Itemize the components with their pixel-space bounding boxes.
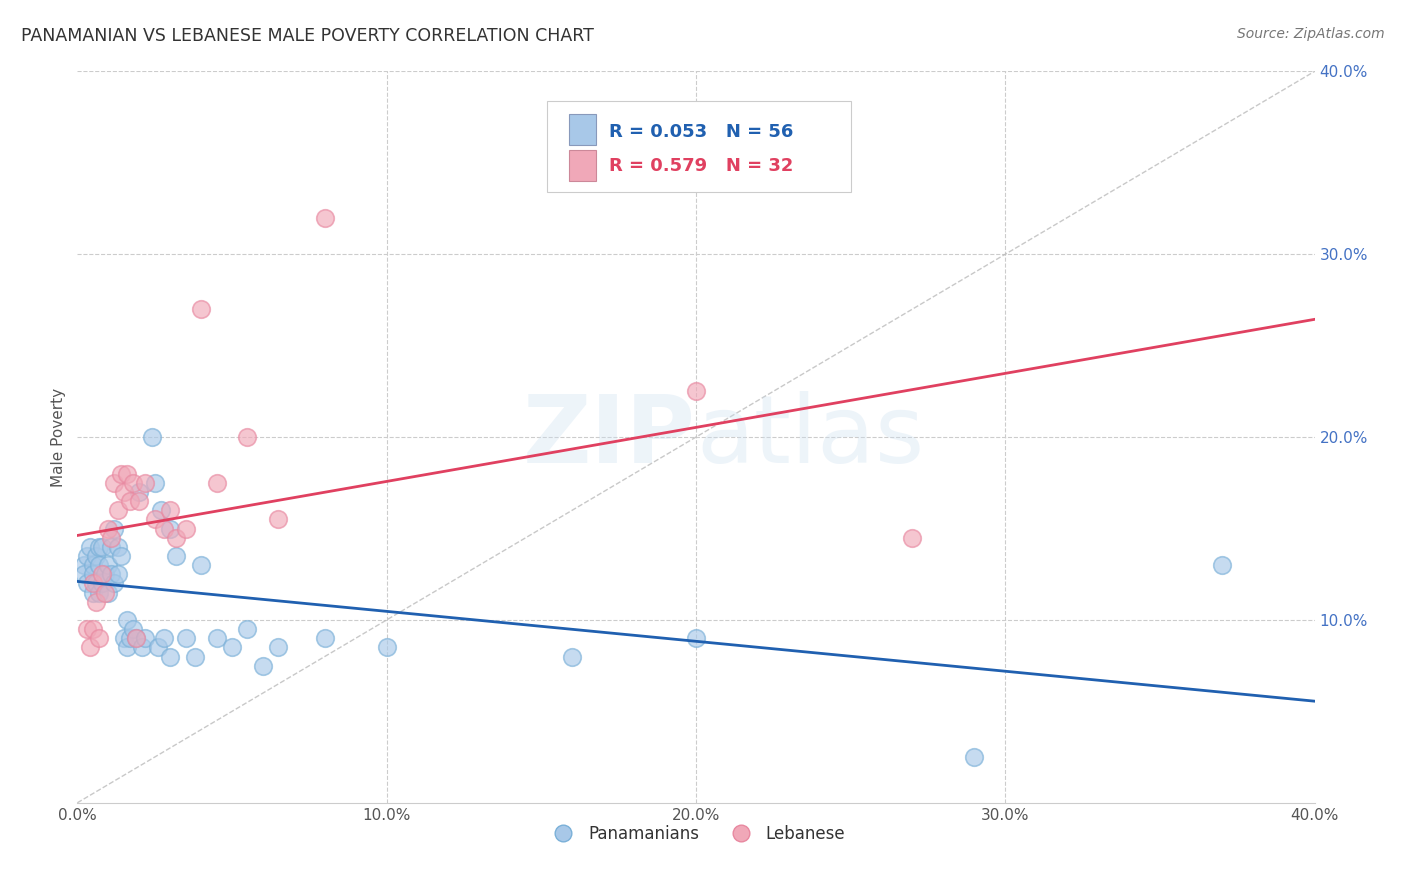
Point	[125, 632, 148, 646]
Point	[685, 384, 707, 399]
Point	[97, 558, 120, 573]
Point	[205, 632, 228, 646]
Point	[87, 540, 110, 554]
Point	[128, 485, 150, 500]
Point	[82, 567, 104, 582]
Y-axis label: Male Poverty: Male Poverty	[51, 387, 66, 487]
Point	[1211, 558, 1233, 573]
Point	[685, 632, 707, 646]
Point	[118, 494, 141, 508]
Point	[141, 430, 163, 444]
Point	[149, 503, 172, 517]
Point	[103, 576, 125, 591]
Point	[118, 632, 141, 646]
Point	[94, 585, 117, 599]
Point	[82, 576, 104, 591]
Point	[131, 640, 153, 655]
Text: atlas: atlas	[696, 391, 924, 483]
Point	[174, 632, 197, 646]
Point	[82, 558, 104, 573]
Point	[153, 632, 176, 646]
Point	[100, 531, 122, 545]
Point	[146, 640, 169, 655]
Point	[115, 467, 138, 481]
Point	[84, 576, 107, 591]
Point	[107, 567, 129, 582]
Point	[91, 576, 114, 591]
Point	[159, 503, 181, 517]
Point	[110, 549, 132, 563]
Text: R = 0.579   N = 32: R = 0.579 N = 32	[609, 157, 794, 175]
Point	[122, 475, 145, 490]
Point	[134, 632, 156, 646]
Point	[115, 640, 138, 655]
Point	[115, 613, 138, 627]
Point	[103, 475, 125, 490]
Point	[165, 531, 187, 545]
Point	[91, 567, 114, 582]
Point	[122, 622, 145, 636]
FancyBboxPatch shape	[547, 101, 851, 192]
Point	[82, 585, 104, 599]
Point	[267, 640, 290, 655]
Point	[87, 558, 110, 573]
Point	[143, 512, 166, 526]
Text: ZIP: ZIP	[523, 391, 696, 483]
Point	[84, 549, 107, 563]
Point	[143, 475, 166, 490]
Point	[236, 622, 259, 636]
Point	[107, 503, 129, 517]
Point	[221, 640, 243, 655]
Point	[107, 540, 129, 554]
Point	[94, 567, 117, 582]
Point	[91, 540, 114, 554]
Point	[76, 576, 98, 591]
Point	[963, 750, 986, 764]
Point	[159, 521, 181, 535]
Point	[112, 632, 135, 646]
Point	[125, 632, 148, 646]
Point	[236, 430, 259, 444]
Point	[901, 531, 924, 545]
Legend: Panamanians, Lebanese: Panamanians, Lebanese	[540, 818, 852, 849]
Point	[112, 485, 135, 500]
Point	[190, 558, 212, 573]
Point	[159, 649, 181, 664]
Point	[84, 594, 107, 608]
Point	[103, 521, 125, 535]
Point	[72, 558, 94, 573]
Point	[87, 585, 110, 599]
Point	[110, 467, 132, 481]
Point	[76, 549, 98, 563]
Point	[561, 649, 583, 664]
Point	[82, 622, 104, 636]
FancyBboxPatch shape	[568, 151, 596, 181]
Text: Source: ZipAtlas.com: Source: ZipAtlas.com	[1237, 27, 1385, 41]
Point	[153, 521, 176, 535]
Text: PANAMANIAN VS LEBANESE MALE POVERTY CORRELATION CHART: PANAMANIAN VS LEBANESE MALE POVERTY CORR…	[21, 27, 593, 45]
Point	[314, 211, 336, 225]
Point	[314, 632, 336, 646]
Point	[97, 521, 120, 535]
Point	[165, 549, 187, 563]
Point	[174, 521, 197, 535]
Point	[134, 475, 156, 490]
Point	[375, 640, 398, 655]
Point	[87, 632, 110, 646]
Point	[190, 301, 212, 317]
Point	[100, 567, 122, 582]
Point	[76, 622, 98, 636]
Point	[128, 494, 150, 508]
Point	[100, 540, 122, 554]
Point	[252, 658, 274, 673]
Point	[79, 540, 101, 554]
Point	[267, 512, 290, 526]
Point	[97, 585, 120, 599]
FancyBboxPatch shape	[568, 114, 596, 145]
Text: R = 0.053   N = 56: R = 0.053 N = 56	[609, 122, 794, 141]
Point	[205, 475, 228, 490]
Point	[184, 649, 207, 664]
Point	[79, 640, 101, 655]
Point	[72, 567, 94, 582]
